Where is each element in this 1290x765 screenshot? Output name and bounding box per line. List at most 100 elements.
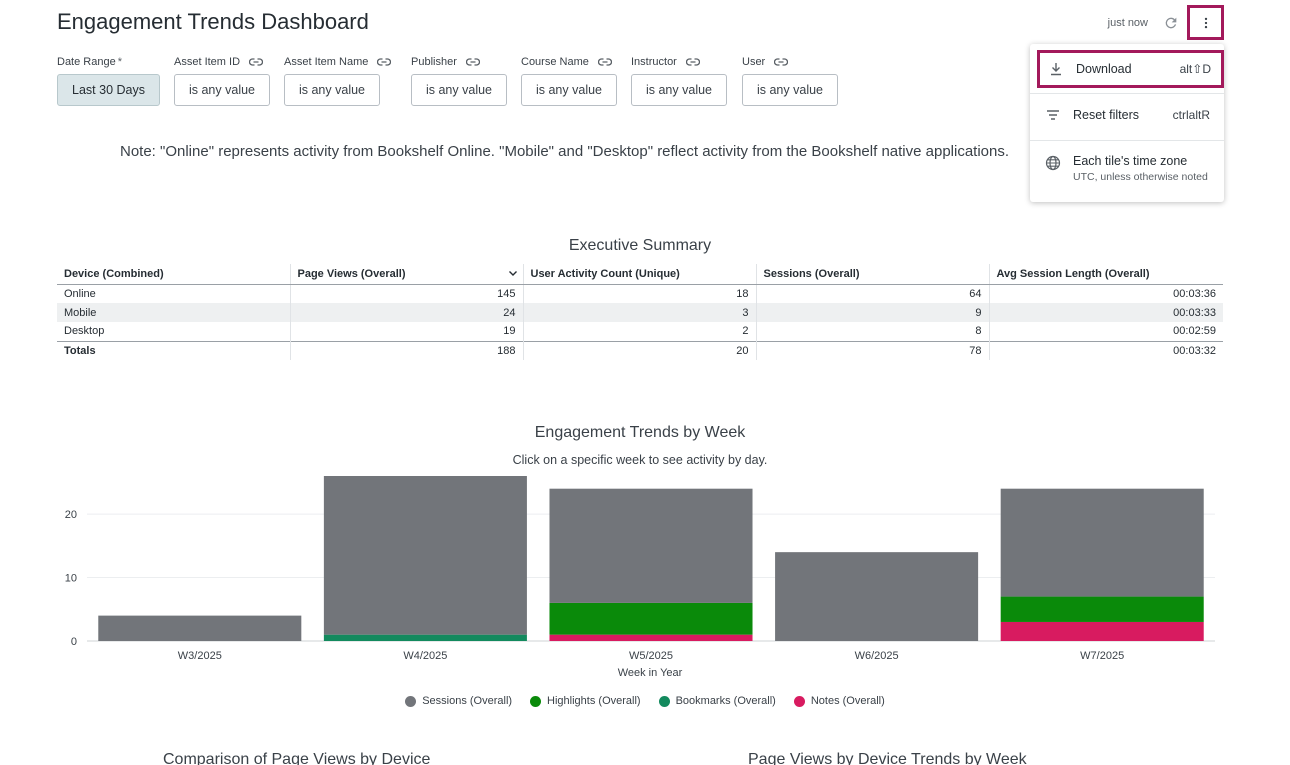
table-cell: 3 (522, 303, 756, 322)
bar-segment[interactable] (775, 552, 979, 641)
x-axis-label: Week in Year (618, 667, 683, 679)
table-totals-row: Totals 188 20 78 00:03:32 (57, 340, 1223, 360)
asset-item-id-input[interactable]: is any value (174, 74, 270, 106)
table-cell: 20 (522, 340, 756, 360)
executive-summary-table: Device (Combined) Page Views (Overall) U… (57, 264, 1223, 360)
column-header-user-activity[interactable]: User Activity Count (Unique) (522, 264, 756, 285)
legend-item[interactable]: Highlights (Overall) (530, 695, 641, 707)
table-row: Desktop 19 2 8 00:02:59 (57, 322, 1223, 341)
y-tick-label: 20 (65, 509, 77, 521)
menu-divider (1030, 93, 1224, 94)
comparison-tile-title: Comparison of Page Views by Device (163, 751, 431, 765)
link-icon[interactable] (377, 58, 392, 66)
trends-tile-title: Page Views by Device Trends by Week (748, 751, 1027, 765)
table-cell: 24 (289, 303, 523, 322)
bar-segment[interactable] (1000, 596, 1204, 622)
more-vert-icon (1204, 17, 1207, 28)
table-cell: Mobile (57, 303, 290, 322)
legend-item[interactable]: Notes (Overall) (793, 695, 885, 707)
chart-subtitle: Click on a specific week to see activity… (512, 453, 768, 467)
column-header-page-views[interactable]: Page Views (Overall) (289, 264, 523, 285)
legend-swatch (405, 695, 417, 707)
menu-item-download[interactable]: Download alt⇧D (1037, 50, 1224, 88)
table-cell: 2 (522, 322, 756, 341)
table-cell: 00:02:59 (988, 322, 1223, 341)
table-cell: 9 (755, 303, 989, 322)
note-text: Note: "Online" represents activity from … (120, 143, 1010, 160)
filter-publisher: Publisher is any value (411, 55, 507, 106)
table-cell: 8 (755, 322, 989, 341)
table-cell: 145 (289, 284, 523, 303)
engagement-bar-chart[interactable]: 0 10 20 W3/2025 W4/2025 W5/2025 W6/2025 W7/2025… (57, 476, 1217, 681)
chart-title: Engagement Trends by Week (534, 424, 746, 441)
legend-label: Notes (Overall) (810, 695, 885, 707)
sort-desc-icon (508, 268, 518, 281)
filter-label: Publisher (411, 56, 457, 68)
filter-asset-item-id: Asset Item ID is any value (174, 55, 270, 106)
table-cell: 00:03:33 (988, 303, 1223, 322)
last-updated-text: just now (1107, 17, 1148, 29)
table-cell: 64 (755, 284, 989, 303)
x-tick-label: W4/2025 (403, 650, 447, 662)
column-header-sessions[interactable]: Sessions (Overall) (755, 264, 989, 285)
table-row: Online 145 18 64 00:03:36 (57, 284, 1223, 303)
table-cell: 78 (755, 340, 989, 360)
table-cell: 00:03:36 (988, 284, 1223, 303)
date-range-input[interactable]: Last 30 Days (57, 74, 160, 106)
menu-item-reset-filters[interactable]: Reset filters ctrlaltR (1030, 103, 1224, 127)
legend-swatch (530, 695, 542, 707)
bar-segment[interactable] (1000, 621, 1204, 641)
link-icon[interactable] (685, 58, 700, 66)
bar-segment[interactable] (323, 634, 527, 641)
link-icon[interactable] (597, 58, 612, 66)
table-header-row: Device (Combined) Page Views (Overall) U… (57, 264, 1223, 285)
filter-label: Asset Item ID (174, 56, 241, 68)
bar-segment[interactable] (549, 488, 753, 603)
x-tick-label: W3/2025 (178, 650, 222, 662)
column-header-device[interactable]: Device (Combined) (57, 264, 290, 285)
menu-item-label: Reset filters (1073, 108, 1139, 122)
legend-swatch (793, 695, 805, 707)
bar-segment[interactable] (98, 615, 302, 641)
legend-label: Bookmarks (Overall) (675, 695, 776, 707)
link-icon[interactable] (249, 58, 264, 66)
filter-label: User (742, 56, 766, 68)
menu-item-time-zone[interactable]: Each tile's time zone UTC, unless otherw… (1030, 154, 1224, 188)
bar-segment[interactable] (1000, 488, 1204, 597)
table-cell: 00:03:32 (988, 340, 1223, 360)
bar-segment[interactable] (549, 602, 753, 635)
y-tick-label: 0 (71, 636, 77, 648)
x-tick-label: W6/2025 (855, 650, 899, 662)
bar-segment[interactable] (323, 476, 527, 635)
legend-item[interactable]: Bookmarks (Overall) (658, 695, 776, 707)
globe-icon (1044, 154, 1062, 172)
refresh-icon (1165, 17, 1177, 29)
instructor-input[interactable]: is any value (631, 74, 727, 106)
bar-segment[interactable] (549, 634, 753, 641)
menu-item-label: Each tile's time zone (1073, 154, 1188, 168)
publisher-input[interactable]: is any value (411, 74, 507, 106)
menu-divider (1030, 140, 1224, 141)
required-marker: * (117, 56, 122, 68)
table-row: Mobile 24 3 9 00:03:33 (57, 303, 1223, 322)
menu-item-label: Download (1076, 62, 1132, 76)
filter-label: Course Name (521, 56, 589, 68)
link-icon[interactable] (465, 58, 480, 66)
filter-icon (1044, 106, 1062, 124)
asset-item-name-input[interactable]: is any value (284, 74, 380, 106)
column-header-avg-session-length[interactable]: Avg Session Length (Overall) (988, 264, 1223, 285)
chart-legend: Sessions (Overall) Highlights (Overall) Bo… (0, 695, 1290, 707)
legend-label: Highlights (Overall) (547, 695, 641, 707)
menu-shortcut: ctrlaltR (1172, 108, 1210, 122)
filter-instructor: Instructor is any value (631, 55, 727, 106)
legend-item[interactable]: Sessions (Overall) (405, 695, 512, 707)
user-input[interactable]: is any value (742, 74, 838, 106)
menu-item-sublabel: UTC, unless otherwise noted (1073, 171, 1208, 183)
y-tick-label: 10 (65, 573, 77, 585)
course-name-input[interactable]: is any value (521, 74, 617, 106)
link-icon[interactable] (774, 58, 789, 66)
legend-swatch (658, 695, 670, 707)
filter-date-range: Date Range * Last 30 Days (57, 55, 160, 106)
refresh-button[interactable] (1158, 10, 1184, 36)
dashboard-menu-button[interactable] (1187, 5, 1224, 40)
